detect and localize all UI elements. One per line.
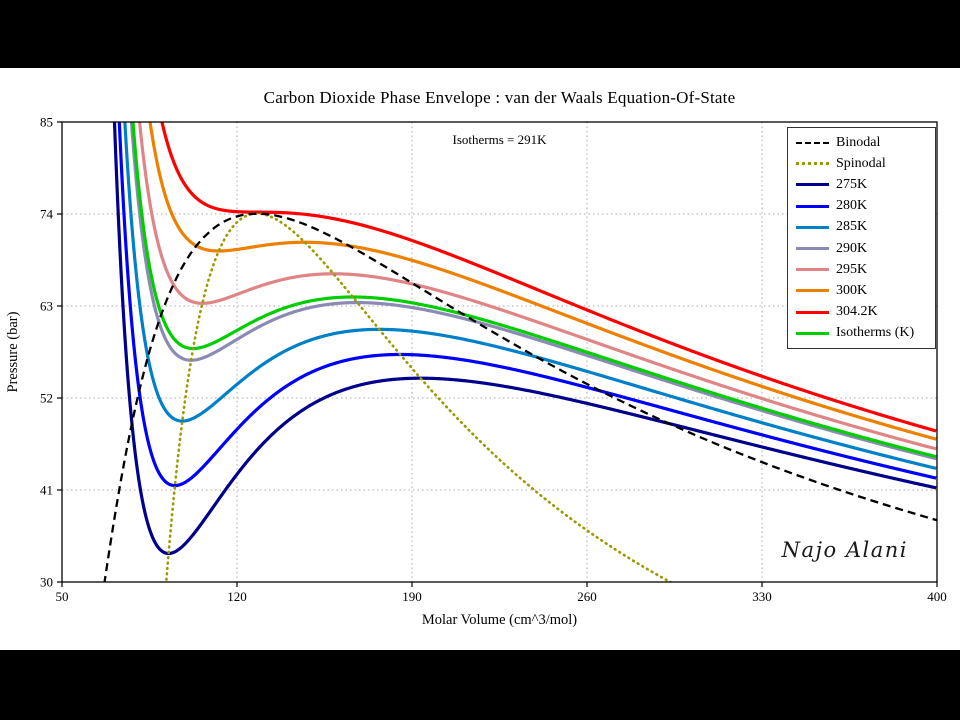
y-tick-label: 41 bbox=[40, 483, 53, 498]
isotherm-curve-290K bbox=[129, 122, 937, 461]
legend-line-sample bbox=[796, 162, 829, 166]
isotherm-curve-295K bbox=[137, 122, 937, 451]
legend-item: 280K bbox=[796, 196, 935, 217]
plot-border bbox=[61, 121, 938, 583]
legend-line-sample bbox=[796, 141, 829, 144]
legend-line-sample bbox=[796, 310, 829, 314]
legend-item: 295K bbox=[796, 259, 935, 280]
legend-line-sample bbox=[796, 268, 829, 272]
isotherm-curve-275K bbox=[112, 122, 937, 556]
binodal-curve bbox=[103, 212, 937, 582]
legend-item: Spinodal bbox=[796, 153, 935, 174]
isotherm-curve-304.2K bbox=[160, 122, 937, 433]
legend-line-sample bbox=[796, 225, 829, 229]
y-axis-label: Pressure (bar) bbox=[5, 311, 21, 393]
x-tick-label: 400 bbox=[927, 589, 947, 604]
y-tick-label: 85 bbox=[40, 115, 53, 130]
x-tick-label: 190 bbox=[402, 589, 422, 604]
legend-label: 285K bbox=[836, 219, 868, 235]
plot-area: 50 120 190 260 330 400 30 41 52 63 74 85 bbox=[40, 115, 947, 605]
y-tick-label: 52 bbox=[40, 391, 53, 406]
isotherm-annotation: Isotherms = 291K bbox=[452, 132, 547, 147]
isotherm-curve-291K bbox=[131, 122, 937, 459]
isotherm-curve-300K bbox=[148, 122, 937, 441]
x-tick-label: 260 bbox=[577, 589, 597, 604]
legend-label: Binodal bbox=[836, 134, 881, 150]
legend-label: 280K bbox=[836, 198, 868, 214]
y-tick-label: 63 bbox=[40, 299, 53, 314]
legend-label: 290K bbox=[836, 240, 868, 256]
legend-label: Spinodal bbox=[836, 155, 886, 171]
legend-label: 275K bbox=[836, 176, 868, 192]
legend-item: Binodal bbox=[796, 132, 935, 153]
x-tick-label: 330 bbox=[752, 589, 772, 604]
legend-label: 300K bbox=[836, 282, 868, 298]
legend-item: 300K bbox=[796, 280, 935, 301]
isotherm-curve-280K bbox=[117, 122, 937, 488]
legend-item: 285K bbox=[796, 217, 935, 238]
legend-item: 275K bbox=[796, 174, 935, 195]
x-axis-label: Molar Volume (cm^3/mol) bbox=[421, 612, 578, 628]
legend-line-sample bbox=[796, 289, 829, 293]
x-tick-label: 120 bbox=[227, 589, 247, 604]
letterbox-top bbox=[0, 0, 960, 68]
legend-item: 304.2K bbox=[796, 302, 935, 323]
legend-item: 290K bbox=[796, 238, 935, 259]
legend-line-sample bbox=[796, 183, 829, 187]
legend-line-sample bbox=[796, 247, 829, 251]
chart-title: Carbon Dioxide Phase Envelope : van der … bbox=[263, 88, 736, 107]
y-tick-label: 74 bbox=[40, 207, 54, 222]
legend-label: 304.2K bbox=[836, 304, 878, 320]
legend-label: 295K bbox=[836, 261, 868, 277]
legend-item: Isotherms (K) bbox=[796, 323, 935, 344]
chart-panel: Carbon Dioxide Phase Envelope : van der … bbox=[0, 68, 960, 650]
legend-line-sample bbox=[796, 204, 829, 208]
legend-label: Isotherms (K) bbox=[836, 325, 915, 341]
isotherm-curve-285K bbox=[123, 122, 937, 470]
spinodal-curve bbox=[164, 212, 673, 582]
y-tick-label: 30 bbox=[40, 575, 53, 590]
x-tick-label: 50 bbox=[56, 589, 69, 604]
legend-line-sample bbox=[796, 331, 829, 335]
watermark-signature: Najo Alani bbox=[781, 538, 908, 562]
legend: Binodal Spinodal 275K 280K 285K 290K 295K 300K 3… bbox=[787, 127, 936, 349]
letterbox-bottom bbox=[0, 650, 960, 720]
